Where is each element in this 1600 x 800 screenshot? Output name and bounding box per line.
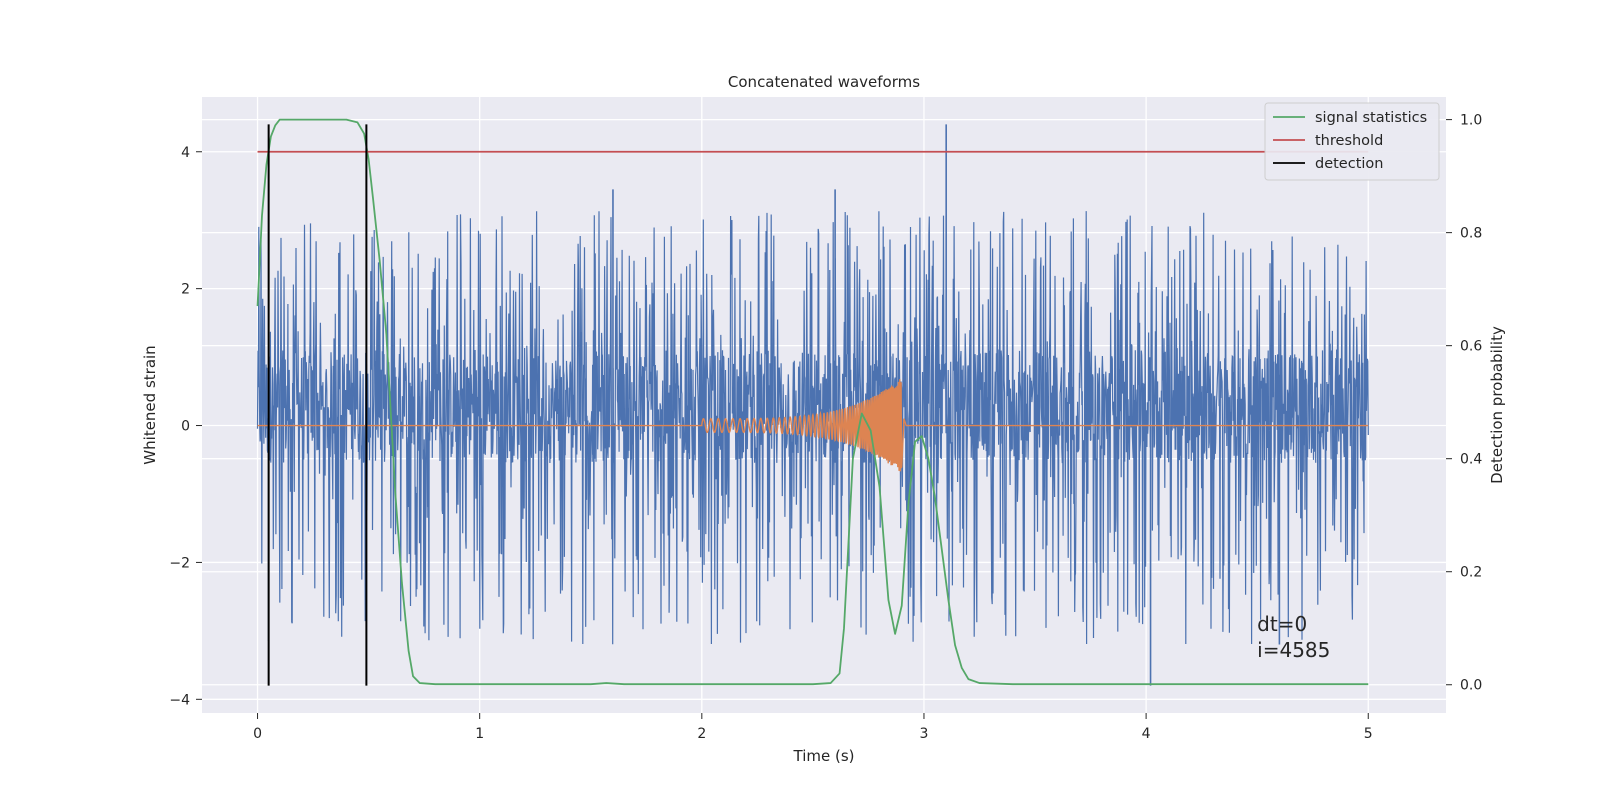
legend-label: signal statistics xyxy=(1315,110,1427,126)
x-tick-label: 3 xyxy=(920,726,929,742)
noise-series-line xyxy=(256,211,1369,645)
y-left-tick-label: 2 xyxy=(181,282,190,298)
chart-title: Concatenated waveforms xyxy=(728,73,920,91)
legend-label: threshold xyxy=(1315,133,1383,149)
y-left-tick-label: −2 xyxy=(169,555,190,571)
chirp-series-line xyxy=(257,379,1369,472)
y-right-tick-label: 0.0 xyxy=(1460,678,1482,694)
signal-statistics-line xyxy=(256,118,1369,686)
legend-box xyxy=(1264,102,1440,181)
x-tick-label: 5 xyxy=(1364,726,1373,742)
y-left-tick-label: −4 xyxy=(169,692,190,708)
y-right-tick-label: 1.0 xyxy=(1460,113,1482,129)
series-1 xyxy=(257,379,1369,472)
ticks: 0 1 2 3 4 5 −4 −2 0 2 4 0.0 0.2 0.4 0.6 0.8 1.0 xyxy=(169,113,1482,742)
y-left-tick-label: 0 xyxy=(181,419,190,435)
y-left-axis-label: Whitened strain xyxy=(141,345,159,464)
x-tick-label: 0 xyxy=(253,726,262,742)
y-left-tick-label: 4 xyxy=(181,145,190,161)
annotations: dt=0i=4585 xyxy=(1257,612,1330,662)
y-right-tick-label: 0.6 xyxy=(1460,339,1482,355)
annotation-0: dt=0 xyxy=(1257,612,1307,636)
series-4 xyxy=(267,124,368,686)
x-axis-label: Time (s) xyxy=(793,747,855,765)
legend-label: detection xyxy=(1315,156,1383,172)
y-right-axis-label: Detection probability xyxy=(1488,326,1506,484)
series-2 xyxy=(256,118,1369,686)
annotation-1: i=4585 xyxy=(1257,638,1330,662)
x-tick-label: 4 xyxy=(1142,726,1151,742)
y-right-tick-label: 0.4 xyxy=(1460,452,1482,468)
x-tick-label: 1 xyxy=(475,726,484,742)
x-tick-label: 2 xyxy=(697,726,706,742)
plot-content xyxy=(256,118,1369,686)
y-right-tick-label: 0.8 xyxy=(1460,226,1482,242)
legend: signal statistics threshold detection xyxy=(1264,102,1440,181)
y-right-tick-label: 0.2 xyxy=(1460,565,1482,581)
